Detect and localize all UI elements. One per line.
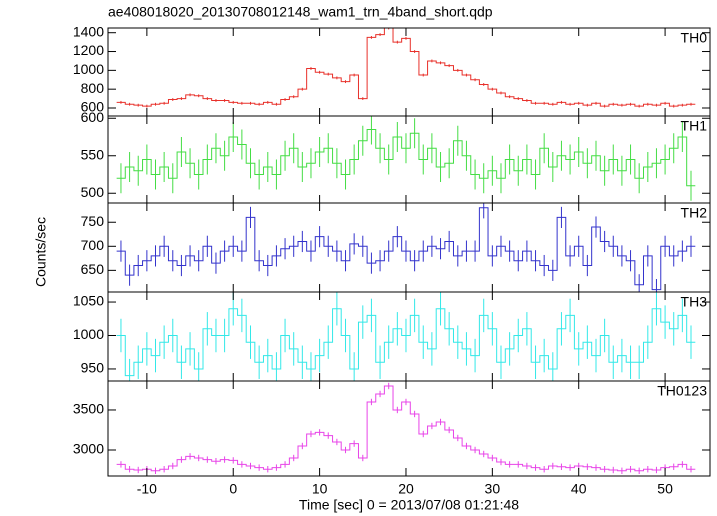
y-tick-label: 1000 [73,326,104,342]
panel [116,292,696,381]
y-tick-label: 750 [81,213,105,229]
y-tick-label: 500 [81,184,105,200]
y-tick-label: 950 [81,360,105,376]
y-tick-label: 1400 [73,23,104,39]
x-axis-label: Time [sec] 0 = 2013/07/08 01:21:48 [299,497,519,513]
panel [116,28,696,108]
chart-title: ae408018020_20130708012148_wam1_trn_4ban… [108,4,493,20]
panel [116,382,696,474]
x-tick-label: -10 [137,481,157,497]
panel-frame [107,27,711,117]
x-tick-label: 10 [312,481,328,497]
step-line [116,385,696,472]
x-tick-label: 0 [229,481,237,497]
x-tick-label: 20 [398,481,414,497]
panel-frame [107,380,711,477]
y-tick-label: 3500 [73,401,104,417]
panel-label: TH2 [681,205,708,221]
y-tick-label: 1000 [73,61,104,77]
step-line [116,207,696,291]
panel-label: TH0123 [657,383,707,399]
y-tick-label: 600 [81,109,105,125]
y-tick-label: 3000 [73,441,104,457]
y-tick-label: 600 [81,99,105,115]
panel-label: TH3 [681,294,708,310]
y-tick-label: 1050 [73,293,104,309]
x-tick-label: 50 [657,481,673,497]
y-tick-label: 1200 [73,42,104,58]
x-tick-label: 30 [485,481,501,497]
y-tick-label: 700 [81,237,105,253]
panel [116,203,696,292]
y-tick-label: 550 [81,146,105,162]
y-tick-label: 650 [81,261,105,277]
panel-label: TH0 [681,30,708,46]
step-line [116,28,696,107]
panel [116,116,696,201]
y-tick-label: 800 [81,80,105,96]
y-axis-label: Counts/sec [33,217,49,287]
panel-label: TH1 [681,118,708,134]
panel-frame [107,202,711,293]
x-tick-label: 40 [571,481,587,497]
